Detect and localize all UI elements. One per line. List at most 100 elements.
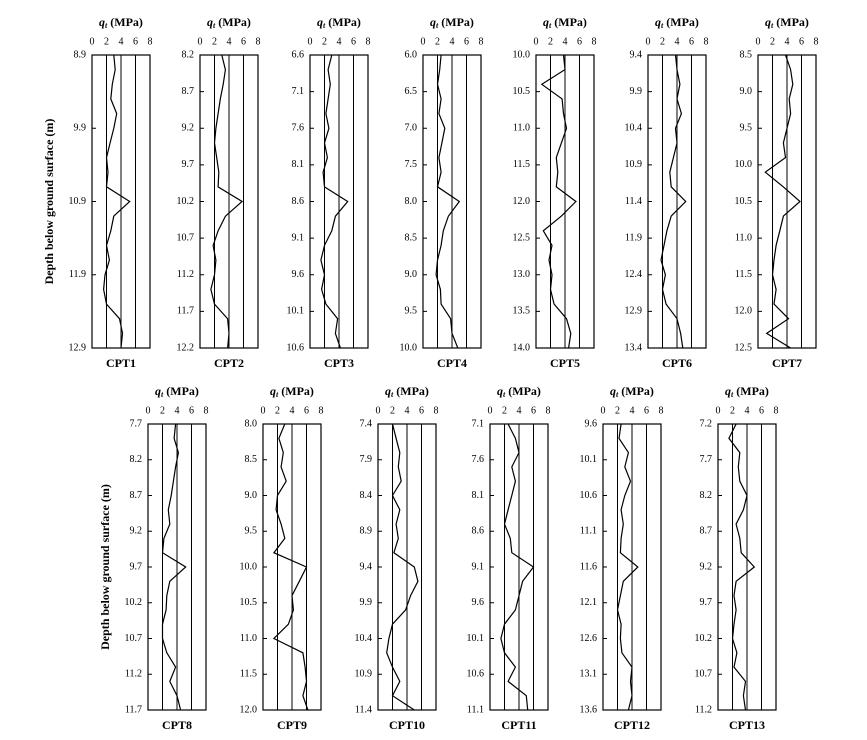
panel-title: CPT10 [389, 718, 425, 732]
y-tick-label: 9.6 [585, 418, 598, 429]
y-tick-label: 10.6 [467, 669, 485, 680]
panel-title: CPT7 [772, 356, 802, 370]
y-tick-label: 11.7 [177, 306, 194, 317]
x-label-subscript: t [213, 21, 216, 30]
x-label-subscript: t [161, 390, 164, 399]
y-tick-label: 9.9 [74, 123, 87, 134]
x-tick-label: 0 [198, 36, 203, 47]
x-label-symbol: q [725, 384, 731, 398]
x-label-symbol: q [610, 384, 616, 398]
x-tick-label: 6 [531, 405, 536, 416]
x-tick-label: 2 [322, 36, 327, 47]
qt-profile [386, 423, 419, 711]
x-tick-label: 6 [759, 405, 764, 416]
x-tick-label: 6 [464, 36, 469, 47]
y-tick-label: 8.9 [360, 526, 373, 537]
plot-frame [757, 54, 817, 349]
plot-frame [262, 423, 322, 711]
x-label-unit: (MPa) [328, 15, 361, 29]
y-tick-label: 7.4 [360, 418, 373, 429]
y-tick-label: 8.5 [405, 232, 418, 243]
x-tick-label: 6 [644, 405, 649, 416]
x-tick-label: 4 [785, 36, 790, 47]
x-tick-label: 6 [351, 36, 356, 47]
qt-profile [500, 423, 535, 711]
y-tick-label: 8.6 [292, 196, 305, 207]
y-tick-label: 7.1 [472, 418, 485, 429]
plot-frame [717, 423, 777, 711]
x-axis-label: qt (MPa) [155, 384, 199, 399]
y-tick-label: 10.5 [240, 597, 258, 608]
x-tick-label: 4 [745, 405, 750, 416]
x-tick-label: 8 [704, 36, 709, 47]
qt-profile [616, 423, 639, 711]
qt-profile [102, 54, 131, 349]
panel-title: CPT13 [729, 718, 765, 732]
x-tick-label: 4 [405, 405, 410, 416]
x-tick-label: 2 [435, 36, 440, 47]
y-tick-label: 9.7 [130, 561, 143, 572]
y-tick-label: 6.5 [405, 86, 418, 97]
x-tick-label: 2 [502, 405, 507, 416]
x-tick-label: 0 [601, 405, 606, 416]
y-tick-label: 9.6 [292, 269, 305, 280]
y-tick-label: 13.0 [513, 269, 531, 280]
y-tick-label: 10.7 [125, 633, 143, 644]
y-tick-label: 9.2 [182, 123, 195, 134]
qt-profile [272, 423, 309, 711]
x-axis-label: qt (MPa) [725, 384, 769, 399]
y-tick-label: 10.4 [625, 123, 643, 134]
x-tick-label: 6 [241, 36, 246, 47]
x-label-symbol: q [317, 15, 323, 29]
x-tick-label: 8 [319, 405, 324, 416]
plot-frame [602, 423, 662, 711]
x-label-unit: (MPa) [441, 15, 474, 29]
x-tick-label: 0 [488, 405, 493, 416]
y-tick-label: 12.9 [625, 306, 643, 317]
y-tick-label: 10.0 [735, 159, 753, 170]
y-tick-label: 9.2 [700, 561, 713, 572]
y-tick-label: 9.0 [405, 269, 418, 280]
x-tick-label: 4 [227, 36, 232, 47]
y-tick-label: 10.5 [735, 196, 753, 207]
y-tick-label: 11.0 [240, 633, 257, 644]
x-label-unit: (MPa) [736, 384, 769, 398]
qt-profile [210, 54, 244, 349]
y-tick-label: 8.1 [472, 490, 485, 501]
x-label-symbol: q [207, 15, 213, 29]
qt-profile [728, 423, 756, 711]
y-tick-label: 10.2 [695, 633, 713, 644]
x-tick-label: 4 [290, 405, 295, 416]
y-tick-label: 11.1 [467, 704, 484, 715]
x-label-unit: (MPa) [666, 15, 699, 29]
y-tick-label: 9.0 [740, 86, 753, 97]
x-tick-label: 2 [390, 405, 395, 416]
y-tick-label: 12.5 [735, 342, 753, 353]
y-tick-label: 10.2 [177, 196, 195, 207]
x-tick-label: 6 [304, 405, 309, 416]
x-label-symbol: q [655, 15, 661, 29]
y-tick-label: 12.0 [240, 704, 258, 715]
y-tick-label: 7.6 [472, 454, 485, 465]
x-tick-label: 4 [337, 36, 342, 47]
x-label-subscript: t [436, 21, 439, 30]
y-tick-label: 6.6 [292, 49, 305, 60]
plot-frame [535, 54, 595, 349]
y-tick-label: 11.6 [580, 561, 597, 572]
x-label-unit: (MPa) [554, 15, 587, 29]
x-tick-label: 6 [689, 36, 694, 47]
x-tick-label: 0 [646, 36, 651, 47]
y-tick-label: 9.9 [630, 86, 643, 97]
panel-title: CPT8 [162, 718, 192, 732]
panel-title: CPT11 [501, 718, 536, 732]
x-tick-label: 6 [133, 36, 138, 47]
y-tick-label: 6.0 [405, 49, 418, 60]
x-tick-label: 4 [175, 405, 180, 416]
x-tick-label: 8 [479, 36, 484, 47]
y-tick-label: 11.2 [177, 269, 194, 280]
y-tick-label: 13.1 [580, 669, 598, 680]
x-label-symbol: q [543, 15, 549, 29]
y-tick-label: 10.4 [355, 633, 373, 644]
x-label-subscript: t [616, 390, 619, 399]
x-label-symbol: q [430, 15, 436, 29]
